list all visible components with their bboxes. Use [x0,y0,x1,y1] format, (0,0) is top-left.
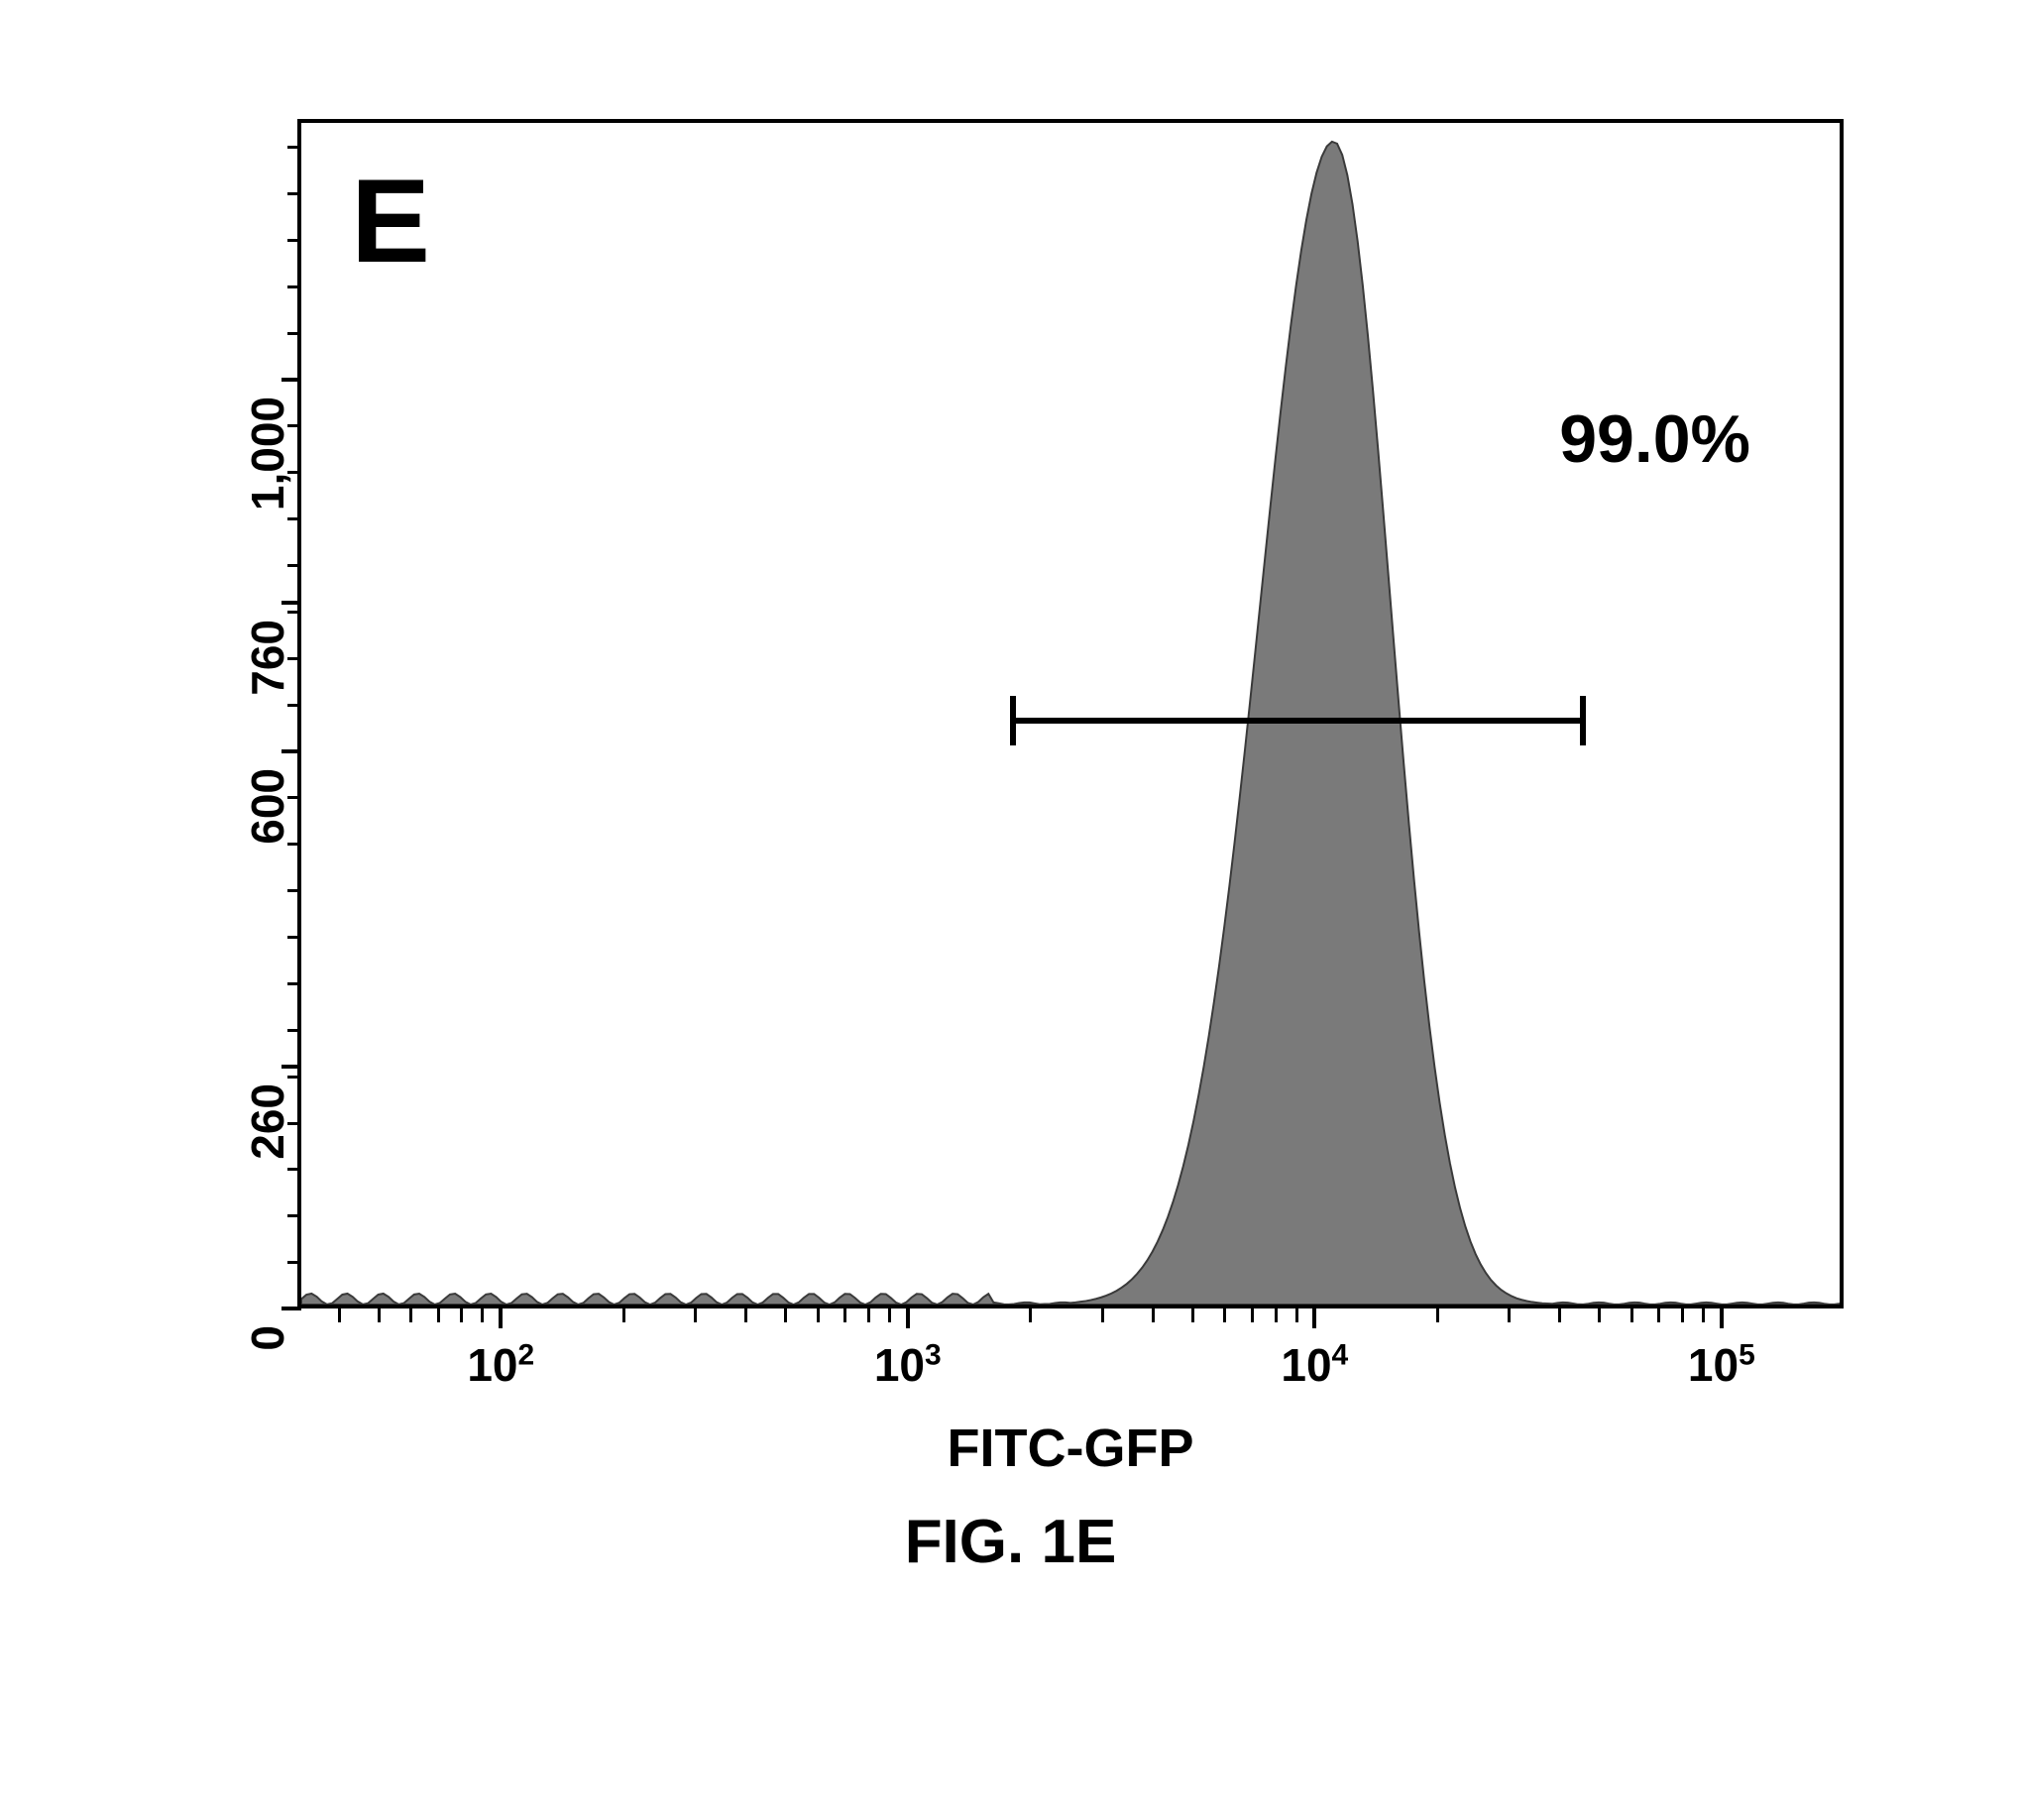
x-tick-label: 104 [1281,1338,1348,1392]
x-tick [1312,1308,1316,1328]
x-tick-minor [481,1308,484,1322]
x-tick-minor [1191,1308,1194,1322]
figure-container: E 99.0% 0 260 600 760 1,000 102 103 104 105 FIT… [99,79,1923,1665]
y-tick-minor [287,146,301,149]
y-tick-minor [287,982,301,985]
histogram-svg [301,123,1840,1305]
figure-caption: FIG. 1E [0,1507,2021,1577]
x-tick-minor [1630,1308,1633,1322]
x-axis-title: FITC-GFP [297,1418,1844,1479]
y-tick-minor [287,1029,301,1032]
gate-bar-right-cap [1580,696,1586,745]
y-tick-minor [287,611,301,614]
y-tick-minor [287,332,301,335]
x-tick-minor [1101,1308,1104,1322]
y-tick-minor [287,1261,301,1264]
y-tick-minor [287,936,301,939]
y-tick-label: 0 [241,1325,294,1454]
x-tick-minor [1029,1308,1032,1322]
x-tick-minor [1702,1308,1705,1322]
x-tick-minor [1558,1308,1561,1322]
x-tick-minor [843,1308,846,1322]
x-tick-minor [1681,1308,1684,1322]
y-tick [281,378,301,382]
x-tick-label: 105 [1688,1338,1755,1392]
x-tick-minor [694,1308,697,1322]
y-tick [281,1065,301,1069]
x-tick-minor [460,1308,463,1322]
x-tick-minor [784,1308,787,1322]
x-tick-minor [409,1308,412,1322]
x-tick [499,1308,503,1328]
y-tick [281,1307,301,1310]
x-tick-minor [1598,1308,1601,1322]
x-tick-minor [1508,1308,1511,1322]
x-tick-minor [378,1308,381,1322]
y-tick-minor [287,564,301,567]
x-tick-label: 103 [874,1338,942,1392]
y-tick-label: 600 [241,768,294,897]
y-tick-label: 260 [241,1083,294,1212]
x-tick [906,1308,910,1328]
x-tick-minor [744,1308,747,1322]
x-tick-minor [1275,1308,1278,1322]
x-tick-minor [1436,1308,1439,1322]
x-tick-minor [338,1308,341,1322]
y-tick-label: 1,000 [241,397,294,525]
gate-percentage-label: 99.0% [1559,400,1750,478]
x-tick-minor [622,1308,625,1322]
x-tick-minor [1657,1308,1660,1322]
y-tick-minor [287,192,301,195]
y-tick-label: 760 [241,620,294,748]
x-tick-minor [1295,1308,1298,1322]
x-tick-minor [1223,1308,1226,1322]
x-tick-minor [437,1308,440,1322]
plot-area: E 99.0% [297,119,1844,1308]
x-tick-minor [1152,1308,1155,1322]
gate-bar-left-cap [1010,696,1016,745]
y-tick-minor [287,239,301,242]
y-tick-minor [287,1214,301,1217]
x-tick-minor [817,1308,820,1322]
gate-bar [1013,718,1583,724]
y-tick [281,749,301,753]
x-tick-minor [888,1308,891,1322]
y-tick [281,601,301,605]
y-tick-minor [287,1076,301,1079]
x-tick [1720,1308,1724,1328]
x-tick-label: 102 [467,1338,534,1392]
x-tick-minor [867,1308,870,1322]
y-tick-minor [287,285,301,288]
x-tick-minor [1251,1308,1254,1322]
